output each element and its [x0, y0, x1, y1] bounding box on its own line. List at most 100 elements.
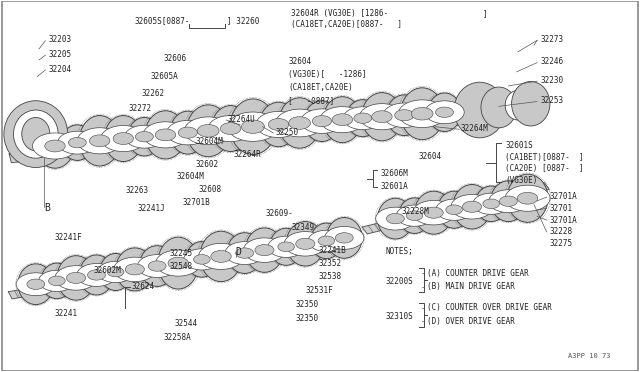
Ellipse shape: [490, 181, 526, 222]
Text: 32245: 32245: [170, 249, 193, 258]
Ellipse shape: [208, 116, 253, 142]
Ellipse shape: [446, 205, 463, 215]
Text: (CA18ET,CA20E)[0887-   ]: (CA18ET,CA20E)[0887- ]: [291, 20, 403, 29]
Ellipse shape: [113, 133, 134, 144]
Text: (B) MAIN DRIVE GEAR: (B) MAIN DRIVE GEAR: [428, 282, 515, 291]
Ellipse shape: [436, 199, 472, 220]
Ellipse shape: [255, 244, 274, 256]
Ellipse shape: [125, 264, 145, 275]
Ellipse shape: [323, 97, 362, 142]
Ellipse shape: [268, 236, 305, 257]
Ellipse shape: [241, 120, 264, 134]
Ellipse shape: [324, 227, 364, 249]
Ellipse shape: [378, 198, 413, 239]
Text: 32601S: 32601S: [505, 141, 533, 150]
Ellipse shape: [49, 276, 65, 286]
Ellipse shape: [227, 233, 262, 273]
Ellipse shape: [148, 261, 166, 271]
Ellipse shape: [475, 186, 507, 222]
Text: 32262: 32262: [141, 89, 164, 98]
Text: 32264M: 32264M: [461, 124, 488, 133]
Ellipse shape: [396, 205, 433, 226]
Text: 32200S: 32200S: [386, 277, 413, 286]
Text: 32602: 32602: [195, 160, 219, 169]
Ellipse shape: [463, 201, 481, 212]
Text: A3PP 10 73: A3PP 10 73: [568, 353, 611, 359]
Ellipse shape: [489, 190, 528, 213]
Ellipse shape: [45, 140, 65, 152]
Text: 32204: 32204: [49, 65, 72, 74]
Text: 32258A: 32258A: [164, 333, 191, 343]
Ellipse shape: [57, 256, 95, 300]
Text: B: B: [44, 203, 50, 213]
Text: 32701A: 32701A: [550, 216, 578, 225]
Ellipse shape: [312, 116, 332, 127]
Ellipse shape: [289, 117, 310, 129]
Ellipse shape: [16, 273, 56, 296]
Ellipse shape: [296, 238, 315, 249]
Ellipse shape: [343, 107, 383, 129]
Ellipse shape: [401, 88, 444, 140]
Ellipse shape: [473, 193, 509, 214]
Ellipse shape: [499, 196, 517, 206]
Polygon shape: [8, 229, 364, 299]
Ellipse shape: [424, 207, 444, 218]
Ellipse shape: [67, 272, 86, 283]
Text: 32604: 32604: [419, 152, 442, 161]
Ellipse shape: [428, 93, 461, 132]
Text: (CA1BET)[0887-  ]: (CA1BET)[0887- ]: [505, 153, 584, 161]
Ellipse shape: [269, 228, 303, 265]
Ellipse shape: [55, 266, 97, 290]
Text: 32605S[0887-: 32605S[0887-: [135, 17, 190, 26]
Ellipse shape: [395, 110, 414, 121]
Ellipse shape: [483, 199, 499, 209]
Ellipse shape: [13, 110, 58, 158]
Text: 32350: 32350: [296, 300, 319, 309]
Ellipse shape: [310, 223, 342, 259]
Text: 32604M: 32604M: [176, 172, 204, 181]
Ellipse shape: [505, 185, 550, 211]
Ellipse shape: [200, 231, 242, 282]
Ellipse shape: [38, 270, 75, 292]
Ellipse shape: [211, 250, 231, 262]
Text: 32310S: 32310S: [386, 312, 413, 321]
Ellipse shape: [454, 82, 505, 138]
Ellipse shape: [100, 253, 132, 291]
Ellipse shape: [68, 137, 86, 148]
Ellipse shape: [376, 207, 415, 230]
Ellipse shape: [145, 111, 186, 159]
Ellipse shape: [481, 87, 516, 128]
Ellipse shape: [33, 133, 77, 159]
Text: 32604R (VG30E) [1286-: 32604R (VG30E) [1286-: [291, 9, 388, 18]
Ellipse shape: [304, 101, 340, 141]
Ellipse shape: [243, 238, 285, 262]
Text: (A) COUNTER DRIVE GEAR: (A) COUNTER DRIVE GEAR: [428, 269, 529, 278]
Ellipse shape: [184, 249, 220, 270]
Ellipse shape: [286, 222, 324, 266]
Ellipse shape: [79, 116, 120, 166]
Ellipse shape: [278, 242, 294, 251]
Ellipse shape: [425, 101, 464, 124]
Ellipse shape: [220, 123, 241, 135]
Text: 32275: 32275: [550, 239, 573, 248]
Ellipse shape: [41, 263, 73, 299]
Ellipse shape: [268, 119, 289, 131]
Ellipse shape: [278, 98, 321, 148]
Ellipse shape: [354, 113, 372, 124]
Text: 32701A: 32701A: [550, 192, 578, 201]
Ellipse shape: [186, 241, 218, 277]
Ellipse shape: [256, 112, 301, 138]
Ellipse shape: [406, 211, 423, 221]
Text: 32548: 32548: [170, 262, 193, 270]
Ellipse shape: [198, 243, 243, 269]
Ellipse shape: [128, 118, 161, 156]
Ellipse shape: [140, 246, 175, 286]
Ellipse shape: [170, 111, 205, 154]
Text: 32531F: 32531F: [306, 286, 333, 295]
Ellipse shape: [18, 264, 54, 305]
Ellipse shape: [453, 185, 491, 229]
Ellipse shape: [22, 118, 50, 151]
Ellipse shape: [143, 122, 188, 148]
Ellipse shape: [108, 267, 124, 277]
Ellipse shape: [156, 250, 201, 276]
